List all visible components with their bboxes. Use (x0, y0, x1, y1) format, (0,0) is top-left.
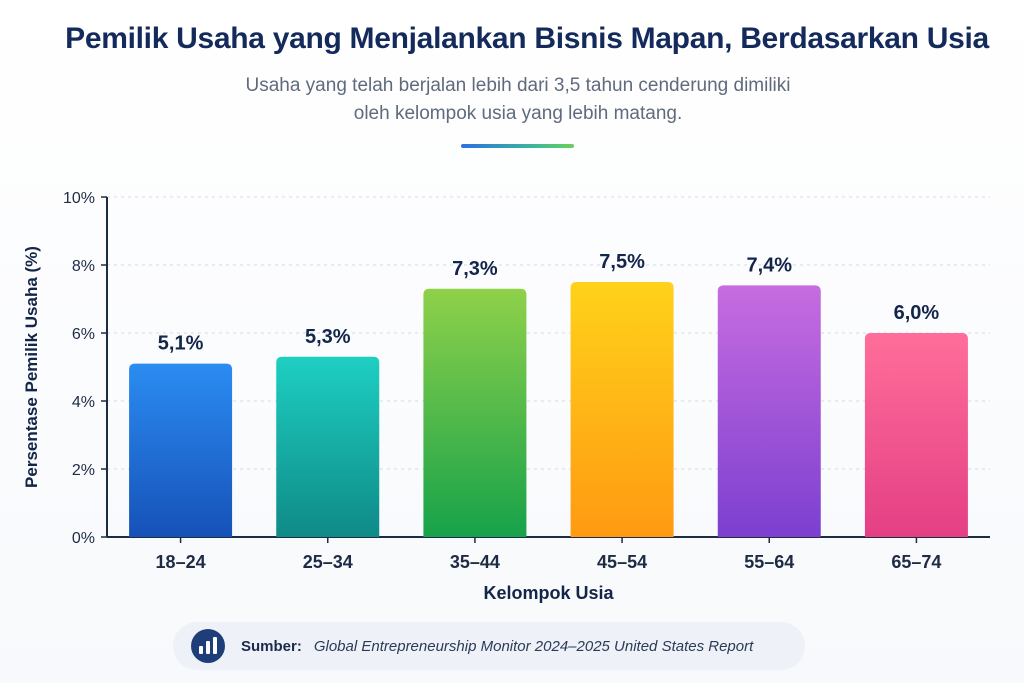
x-tick-label: 65–74 (891, 552, 941, 572)
x-axis-title: Kelompok Usia (483, 583, 614, 603)
bar-45–54 (570, 282, 674, 537)
accent-divider (461, 144, 574, 148)
x-tick-label: 25–34 (303, 552, 353, 572)
y-tick-label: 4% (72, 394, 95, 411)
bar-25–34 (276, 356, 380, 537)
chart-subtitle: Usaha yang telah berjalan lebih dari 3,5… (0, 72, 1024, 128)
y-tick-label: 10% (63, 190, 95, 207)
y-tick-label: 6% (72, 326, 95, 343)
data-label: 7,3% (452, 258, 498, 280)
source-footer: Sumber: Global Entrepreneurship Monitor … (173, 622, 805, 670)
bar-chart-icon (191, 629, 225, 663)
bar-65–74 (864, 333, 968, 537)
chart-title: Pemilik Usaha yang Menjalankan Bisnis Ma… (65, 22, 989, 55)
source-label: Sumber: (241, 637, 302, 655)
data-label: 5,3% (305, 326, 351, 348)
bar-35–44 (423, 288, 527, 537)
y-axis-title: Persentase Pemilik Usaha (%) (22, 246, 41, 488)
x-tick-label: 18–24 (156, 552, 206, 572)
data-label: 7,5% (599, 251, 645, 273)
subtitle-line-2: oleh kelompok usia yang lebih matang. (353, 103, 683, 124)
bar-55–64 (717, 285, 821, 537)
data-label: 6,0% (894, 302, 940, 324)
data-label: 7,4% (746, 254, 792, 276)
y-tick-label: 0% (72, 530, 95, 547)
subtitle-line-1: Usaha yang telah berjalan lebih dari 3,5… (245, 75, 791, 96)
x-tick-label: 35–44 (450, 552, 500, 572)
data-label: 5,1% (158, 333, 204, 355)
y-tick-label: 2% (72, 462, 95, 479)
y-tick-label: 8% (72, 258, 95, 275)
x-tick-label: 55–64 (744, 552, 794, 572)
source-text: Global Entrepreneurship Monitor 2024–202… (313, 637, 754, 655)
x-tick-label: 45–54 (597, 552, 647, 572)
bar-18–24 (129, 363, 233, 537)
